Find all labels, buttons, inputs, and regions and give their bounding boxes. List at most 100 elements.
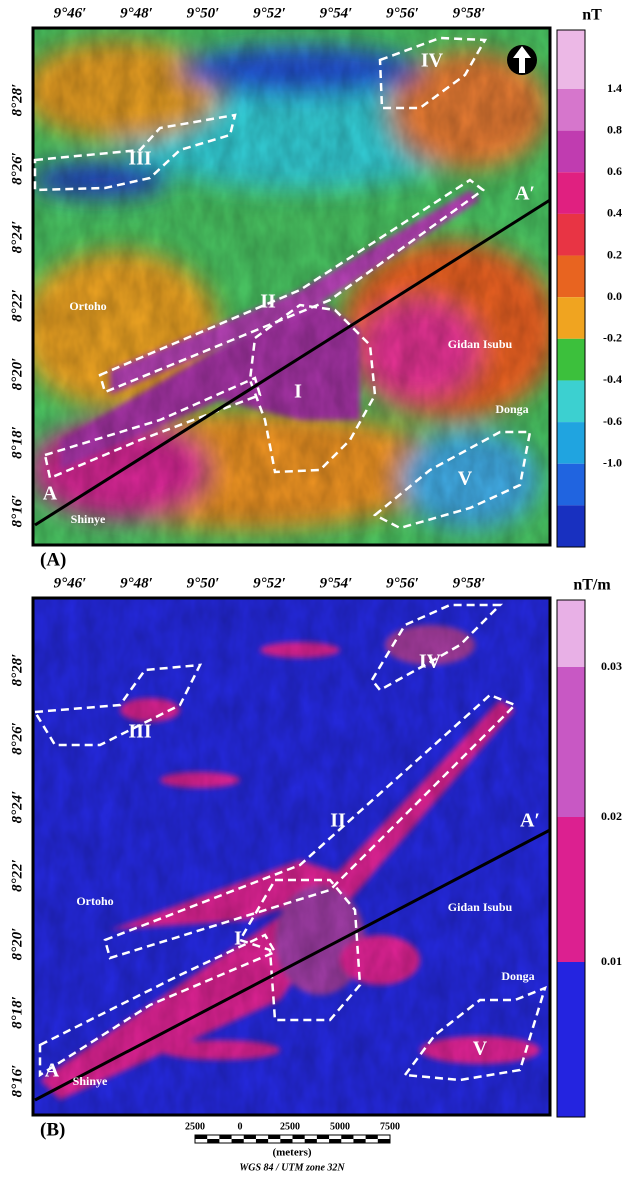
scale-segment xyxy=(329,1139,341,1143)
profile-end: A′ xyxy=(520,810,540,832)
scale-segment xyxy=(305,1139,317,1143)
colorbar-label: 0.6 xyxy=(607,164,622,178)
profile-end: A xyxy=(43,483,58,505)
colorbar-band xyxy=(557,89,585,131)
colorbar-unit: nT/m xyxy=(573,577,611,594)
y-tick-label: 8°16′ xyxy=(9,495,25,528)
colorbar-band xyxy=(557,297,585,339)
scale-tick-label: 2500 xyxy=(185,1121,205,1132)
map-image-a xyxy=(20,28,560,545)
x-tick-label: 9°48′ xyxy=(120,575,153,591)
y-tick-label: 8°26′ xyxy=(9,152,25,185)
y-tick-label: 8°26′ xyxy=(9,722,25,755)
colorbar-band xyxy=(557,667,585,817)
north-arrow xyxy=(507,45,537,75)
colorbar-label: -0.6 xyxy=(603,414,622,428)
colorbar-band xyxy=(557,505,585,547)
scale-segment xyxy=(195,1135,207,1139)
y-tick-label: 8°20′ xyxy=(9,358,25,391)
scale-segment xyxy=(207,1139,219,1143)
colorbar-label: 0.03 xyxy=(601,659,622,673)
colorbar-band xyxy=(557,380,585,422)
colorbar-band xyxy=(557,172,585,214)
colorbar-band xyxy=(557,339,585,381)
x-tick-label: 9°46′ xyxy=(54,5,87,21)
colorbar-band xyxy=(557,256,585,298)
scale-segment xyxy=(256,1139,268,1143)
place-name: Gidan Isubu xyxy=(448,900,513,914)
colorbar-label: 0.2 xyxy=(607,247,622,261)
place-name: Donga xyxy=(501,969,534,983)
zone-label: II xyxy=(260,291,276,313)
scale-segment xyxy=(244,1135,256,1139)
colorbar-band xyxy=(557,30,585,89)
zone-label: IV xyxy=(421,50,444,72)
y-tick-label: 8°28′ xyxy=(9,84,25,117)
scale-segment xyxy=(378,1139,390,1143)
place-name: Shinye xyxy=(71,512,106,526)
scale-unit: (meters) xyxy=(272,1147,311,1159)
colorbar-label: 1.4 xyxy=(607,81,622,95)
x-tick-label: 9°56′ xyxy=(386,575,419,591)
y-tick-label: 8°22′ xyxy=(9,289,25,322)
colorbar-label: -0.4 xyxy=(603,372,622,386)
colorbar-band xyxy=(557,131,585,173)
colorbar-unit: nT xyxy=(582,7,602,24)
scale-segment xyxy=(268,1135,280,1139)
x-tick-label: 9°50′ xyxy=(187,5,220,21)
place-name: Gidan Isubu xyxy=(448,337,513,351)
place-name: Ortoho xyxy=(69,299,106,313)
scale-segment xyxy=(232,1139,244,1143)
y-tick-label: 8°22′ xyxy=(9,859,25,892)
profile-end: A xyxy=(45,1060,60,1082)
y-tick-label: 8°28′ xyxy=(9,654,25,687)
scale-segment xyxy=(219,1135,231,1139)
place-name: Donga xyxy=(495,402,528,416)
x-tick-label: 9°54′ xyxy=(320,5,353,21)
colorbar-band xyxy=(557,214,585,256)
colorbar-label: 0.01 xyxy=(601,954,622,968)
scale-segment xyxy=(293,1135,305,1139)
place-name: Ortoho xyxy=(76,894,113,908)
scale-tick-label: 5000 xyxy=(330,1121,350,1132)
colorbar-band xyxy=(557,962,585,1117)
x-tick-label: 9°50′ xyxy=(187,575,220,591)
scale-tick-label: 2500 xyxy=(280,1121,300,1132)
colorbar-label: 0.8 xyxy=(607,122,622,136)
profile-end: A′ xyxy=(515,183,535,205)
scale-segment xyxy=(280,1139,292,1143)
scale-segment xyxy=(366,1135,378,1139)
y-tick-label: 8°18′ xyxy=(9,996,25,1029)
place-name: Shinye xyxy=(73,1074,108,1088)
panel-label: (B) xyxy=(40,1119,65,1140)
colorbar-label: 0.02 xyxy=(601,809,622,823)
figure: 9°46′ 9°48′ 9°50′ 9°52′ 9°54′ 9°56′ 9°58′ 8°28′… xyxy=(0,0,635,1180)
panel-label: (A) xyxy=(40,549,66,570)
projection: WGS 84 / UTM zone 32N xyxy=(239,1162,345,1173)
y-tick-label: 8°24′ xyxy=(9,791,25,824)
colorbar-label: -0.2 xyxy=(603,331,622,345)
zone-label: II xyxy=(330,810,346,832)
x-tick-label: 9°52′ xyxy=(253,5,286,21)
zone-label: III xyxy=(128,721,152,743)
y-tick-label: 8°20′ xyxy=(9,928,25,961)
scale-segment xyxy=(317,1135,329,1139)
x-tick-label: 9°56′ xyxy=(386,5,419,21)
y-tick-label: 8°18′ xyxy=(9,426,25,459)
x-tick-label: 9°46′ xyxy=(54,575,87,591)
y-tick-label: 8°16′ xyxy=(9,1065,25,1098)
zone-label: I xyxy=(234,928,242,950)
zone-label: V xyxy=(458,468,473,490)
x-tick-label: 9°54′ xyxy=(320,575,353,591)
x-tick-label: 9°58′ xyxy=(453,5,486,21)
colorbar-label: 0.0 xyxy=(607,289,622,303)
scale-segment xyxy=(353,1139,365,1143)
zone-label: I xyxy=(294,381,302,403)
zone-label: IV xyxy=(419,651,442,673)
colorbar-band xyxy=(557,422,585,464)
zone-label: V xyxy=(473,1038,488,1060)
colorbar-label: 0.4 xyxy=(607,206,622,220)
colorbar-label: -1.0 xyxy=(603,455,622,469)
zone-label: III xyxy=(128,148,152,170)
colorbar-band xyxy=(557,817,585,962)
